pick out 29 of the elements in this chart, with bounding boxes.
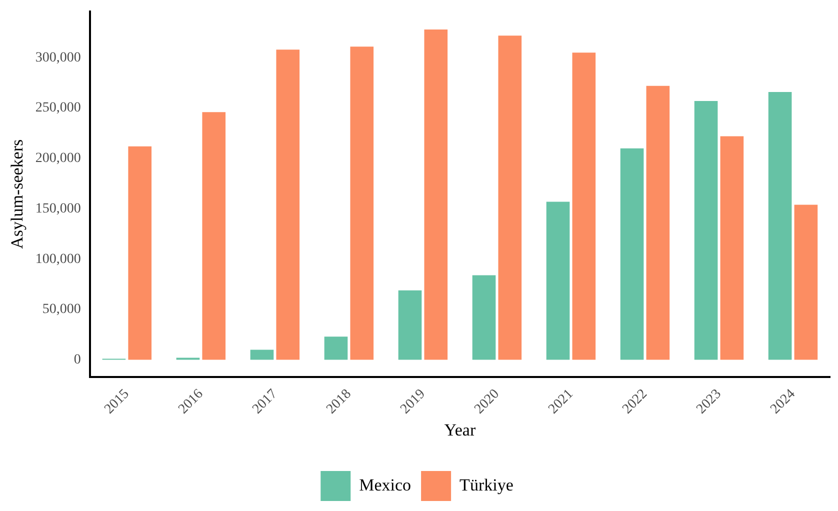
y-tick-label: 50,000	[42, 302, 81, 318]
bar	[276, 50, 300, 360]
y-tick-label: 300,000	[35, 50, 81, 66]
bar	[720, 136, 744, 360]
y-tick-label: 250,000	[35, 100, 81, 116]
bar	[768, 92, 792, 360]
bar	[472, 275, 496, 360]
bar	[350, 46, 374, 360]
bar	[498, 36, 522, 360]
y-tick-label: 0	[74, 352, 81, 368]
legend-label: Türkiye	[460, 475, 514, 494]
bar	[546, 202, 570, 360]
bar	[694, 101, 718, 360]
bar	[128, 146, 152, 360]
y-tick-label: 150,000	[35, 201, 81, 216]
x-axis-title: Year	[444, 420, 476, 440]
bar	[324, 336, 348, 360]
y-tick-label: 200,000	[35, 151, 81, 166]
bar	[646, 86, 670, 360]
bar	[398, 290, 422, 360]
bar	[202, 112, 226, 360]
bar	[794, 204, 818, 360]
bar	[424, 30, 448, 360]
bar	[572, 52, 596, 360]
bar	[250, 350, 274, 360]
y-axis-title: Asylum-seekers	[8, 139, 27, 249]
y-tick-label: 100,000	[35, 252, 81, 267]
bar	[620, 148, 644, 360]
legend-label: Mexico	[359, 475, 412, 494]
